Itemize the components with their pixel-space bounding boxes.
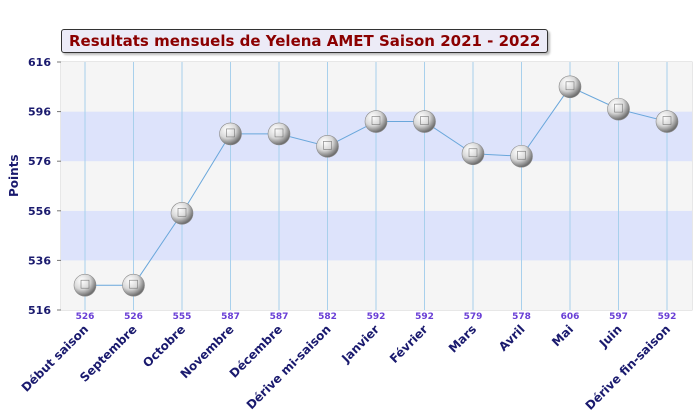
data-labels: 526 526 555 587 587 582 592 592 579 578 606 597 592: [76, 312, 677, 322]
x-tick-label: Janvier: [338, 322, 382, 366]
data-point: [170, 201, 194, 225]
data-point-ball: [558, 75, 582, 99]
data-point-ball: [413, 110, 436, 133]
data-point: [655, 110, 679, 133]
data-point: [316, 135, 339, 158]
x-tick-label: Février: [387, 322, 431, 366]
data-point-ball: [219, 122, 242, 146]
data-point-emblem: [226, 128, 235, 138]
data-point: [461, 142, 485, 166]
data-label: 578: [512, 312, 531, 322]
data-point-ball: [122, 273, 145, 297]
data-point: [510, 144, 533, 168]
data-label: 597: [609, 312, 628, 322]
data-point-emblem: [468, 148, 478, 158]
y-tick-label: 596: [28, 106, 51, 119]
data-point-ball: [510, 144, 533, 168]
data-point-emblem: [371, 116, 381, 125]
data-point-emblem: [274, 128, 284, 138]
x-tick-label: Juin: [596, 322, 625, 351]
y-tick-label: 536: [28, 254, 51, 267]
data-label: 587: [221, 312, 240, 322]
data-point-emblem: [517, 150, 526, 160]
y-axis-label: Points: [7, 154, 21, 197]
x-tick-label: Octobre: [140, 322, 188, 370]
y-axis-ticks: 516 536 556 576 596 616: [28, 56, 61, 317]
data-label: 526: [76, 312, 95, 322]
data-label: 606: [561, 312, 580, 322]
chart-title: Resultats mensuels de Yelena AMET Saison…: [69, 32, 541, 50]
data-point: [364, 110, 388, 133]
data-point-ball: [364, 110, 388, 133]
x-tick-label: Dérive fin-saison: [583, 322, 673, 412]
data-label: 526: [124, 312, 143, 322]
data-label: 592: [415, 312, 434, 322]
data-point-ball: [655, 110, 679, 133]
data-label: 592: [367, 312, 386, 322]
y-tick-label: 556: [28, 205, 51, 218]
y-tick-label: 576: [28, 155, 51, 168]
data-label: 587: [270, 312, 289, 322]
data-point: [73, 273, 97, 297]
data-point-emblem: [323, 141, 332, 150]
data-point: [267, 122, 291, 146]
y-tick-label: 616: [28, 56, 51, 69]
x-tick-label: Dérive mi-saison: [244, 322, 334, 412]
data-point: [413, 110, 436, 133]
data-point-ball: [73, 273, 97, 297]
chart-title-box: Resultats mensuels de Yelena AMET Saison…: [61, 29, 549, 53]
data-point-ball: [170, 201, 194, 225]
data-points: [73, 75, 679, 297]
data-point: [607, 97, 630, 121]
x-tick-label: Début saison: [19, 322, 91, 394]
data-label: 582: [318, 312, 337, 322]
data-point-emblem: [662, 116, 672, 125]
data-point-emblem: [80, 279, 90, 289]
data-point: [219, 122, 242, 146]
y-axis-label-wrapper: Points: [4, 154, 24, 197]
data-point-emblem: [614, 103, 623, 113]
data-point-ball: [461, 142, 485, 166]
data-label: 592: [658, 312, 677, 322]
data-point: [122, 273, 145, 297]
data-point-emblem: [565, 81, 575, 91]
data-point-emblem: [129, 279, 138, 289]
data-point: [558, 75, 582, 99]
data-point-ball: [267, 122, 291, 146]
x-tick-label: Mars: [446, 322, 479, 355]
data-point-emblem: [420, 116, 429, 125]
data-label: 579: [464, 312, 483, 322]
data-point-ball: [316, 135, 339, 158]
x-tick-label: Avril: [496, 322, 528, 354]
data-point-emblem: [177, 207, 187, 217]
y-tick-label: 516: [28, 304, 51, 317]
data-point-ball: [607, 97, 630, 121]
x-tick-label: Mai: [549, 322, 576, 349]
data-label: 555: [173, 312, 192, 322]
